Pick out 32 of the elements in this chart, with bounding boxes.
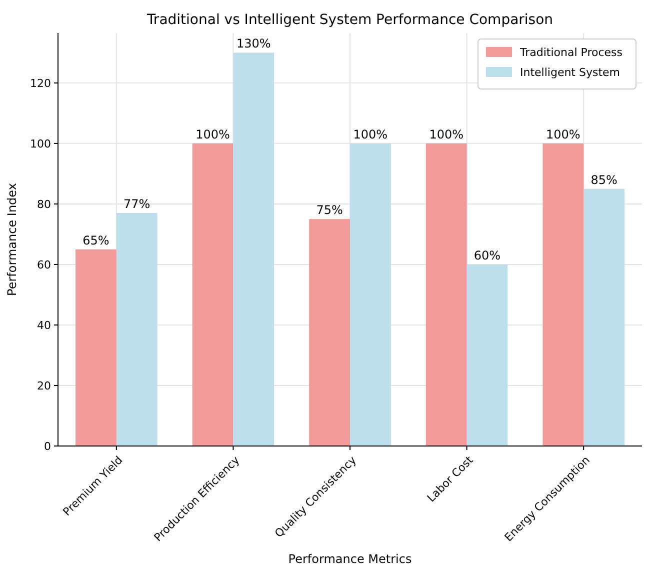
- data-label: 100%: [546, 127, 580, 142]
- bar: [116, 213, 158, 446]
- y-tick-label: 40: [37, 318, 51, 332]
- bar: [350, 143, 391, 446]
- y-tick-label: 60: [37, 258, 51, 272]
- x-axis-title: Performance Metrics: [288, 552, 412, 566]
- bar: [76, 249, 116, 446]
- legend-label: Traditional Process: [519, 46, 623, 59]
- y-tick-label: 120: [30, 76, 51, 90]
- bar: [542, 143, 584, 446]
- y-tick-label: 80: [37, 198, 51, 211]
- data-label: 85%: [590, 172, 618, 187]
- data-label: 75%: [316, 203, 343, 218]
- y-tick-label: 20: [37, 379, 51, 392]
- bar: [426, 143, 467, 446]
- chart-title: Traditional vs Intelligent System Performance Comparison: [146, 12, 554, 28]
- data-label: 100%: [429, 127, 464, 142]
- bar: [233, 52, 274, 446]
- bar: [192, 143, 234, 446]
- data-label: 130%: [236, 36, 271, 51]
- data-label: 100%: [353, 127, 388, 142]
- data-label: 60%: [474, 248, 501, 262]
- y-tick-label: 0: [44, 440, 51, 453]
- y-axis-title: Performance Index: [5, 183, 19, 296]
- y-tick-label: 100: [30, 137, 51, 150]
- data-label: 65%: [82, 233, 110, 248]
- bar: [584, 188, 624, 446]
- data-label: 100%: [196, 127, 230, 142]
- bar: [466, 264, 508, 446]
- legend-label: Intelligent System: [520, 66, 620, 79]
- bar: [309, 219, 350, 446]
- data-label: 77%: [124, 197, 150, 212]
